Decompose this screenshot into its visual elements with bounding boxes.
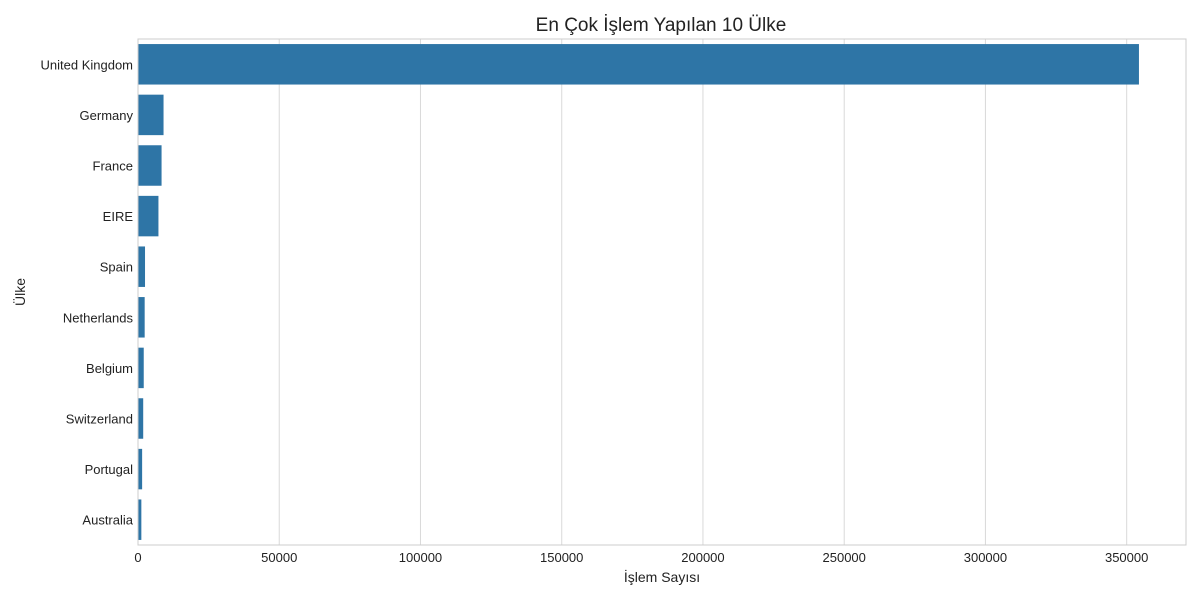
bar xyxy=(138,398,144,439)
bar xyxy=(138,246,146,287)
chart-title: En Çok İşlem Yapılan 10 Ülke xyxy=(536,15,787,36)
y-tick-label: Belgium xyxy=(86,361,133,376)
x-tick-label: 200000 xyxy=(681,550,724,565)
y-tick-labels: United Kingdom Germany France EIRE Spain Neth… xyxy=(41,57,134,527)
x-tick-label: 150000 xyxy=(540,550,583,565)
bar xyxy=(138,448,143,490)
y-tick-label: Portugal xyxy=(85,462,134,477)
y-tick-label: Spain xyxy=(100,260,133,275)
x-tick-label: 250000 xyxy=(823,550,866,565)
y-tick-label: Netherlands xyxy=(63,310,134,325)
y-tick-label: United Kingdom xyxy=(41,57,134,72)
bar xyxy=(138,499,142,540)
bar xyxy=(138,195,159,237)
y-tick-label: Australia xyxy=(82,513,133,528)
bar xyxy=(138,297,145,338)
y-tick-label: EIRE xyxy=(103,209,134,224)
grid-lines xyxy=(137,39,1128,545)
bar xyxy=(138,145,162,186)
y-tick-label: France xyxy=(93,159,133,174)
bar xyxy=(138,94,164,136)
x-tick-label: 300000 xyxy=(964,550,1007,565)
y-tick-label: Switzerland xyxy=(66,412,133,427)
x-tick-label: 100000 xyxy=(399,550,442,565)
x-tick-label: 50000 xyxy=(261,550,297,565)
x-axis-label: İşlem Sayısı xyxy=(624,568,700,585)
bar xyxy=(138,44,1139,85)
y-axis-label: Ülke xyxy=(11,278,28,306)
x-tick-label: 0 xyxy=(134,550,141,565)
bars xyxy=(138,44,1139,540)
plot-frame xyxy=(137,38,1187,546)
x-tick-labels: 0 50000 100000 150000 200000 250000 300000 3500… xyxy=(134,550,1148,565)
y-tick-label: Germany xyxy=(80,108,134,123)
x-tick-label: 350000 xyxy=(1105,550,1148,565)
bar xyxy=(138,347,144,389)
